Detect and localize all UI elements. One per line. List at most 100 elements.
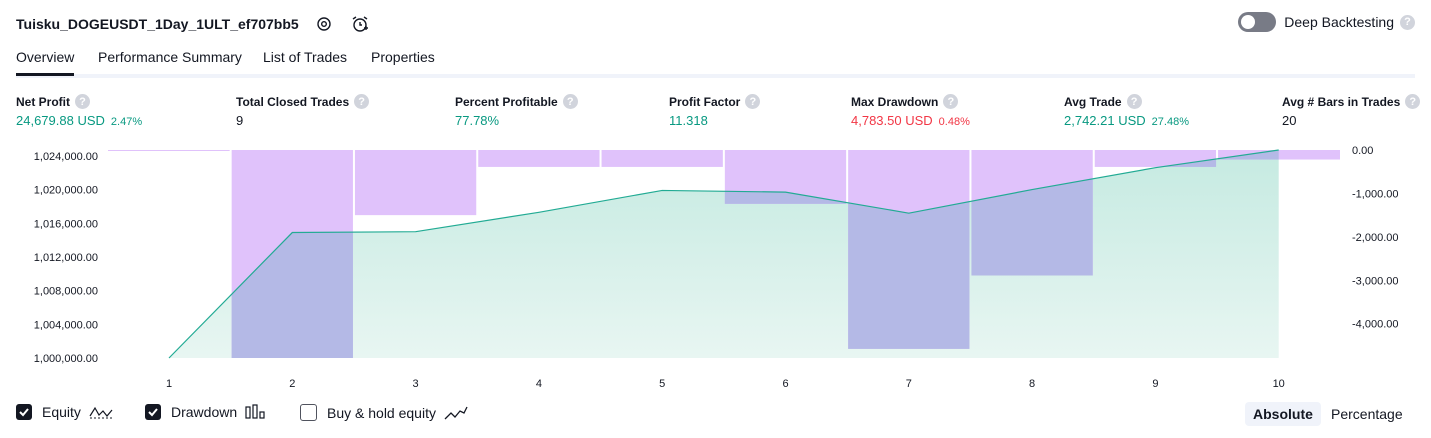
left-axis-tick: 1,012,000.00 — [34, 252, 98, 264]
metric-label-text: Profit Factor — [669, 94, 741, 109]
strategy-title: Tuisku_DOGEUSDT_1Day_1ULT_ef707bb5 — [16, 16, 299, 32]
metric-value: 11.318 — [669, 113, 760, 128]
help-icon[interactable]: ? — [1405, 94, 1421, 109]
metric-value: 4,783.50 USD 0.48% — [851, 113, 970, 128]
equity-checkbox[interactable] — [16, 404, 32, 420]
help-icon[interactable]: ? — [1400, 14, 1415, 30]
help-icon[interactable]: ? — [943, 94, 959, 109]
metric-value-text: 9 — [236, 113, 244, 128]
metric-value-text: 4,783.50 USD — [851, 113, 933, 128]
drawdown-bar — [354, 150, 477, 216]
metric-value: 2,742.21 USD 27.48% — [1064, 113, 1189, 128]
left-axis-tick: 1,004,000.00 — [34, 319, 98, 331]
metric-label: Avg Trade? — [1064, 94, 1189, 109]
metric-value-text: 77.78% — [455, 113, 500, 128]
left-axis-tick: 1,016,000.00 — [34, 218, 98, 230]
legend-equity[interactable]: Equity — [16, 404, 113, 420]
buy-hold-checkbox[interactable] — [300, 404, 317, 421]
alarm-add-icon[interactable] — [349, 13, 371, 35]
metric-label: Avg # Bars in Trades? — [1282, 94, 1421, 109]
percentage-toggle[interactable]: Percentage — [1331, 406, 1403, 422]
legend-buy-hold[interactable]: Buy & hold equity — [300, 404, 468, 421]
metric-label: Total Closed Trades? — [236, 94, 370, 109]
help-icon[interactable]: ? — [1126, 94, 1142, 109]
metric-profit-factor: Profit Factor? 11.318 — [669, 94, 761, 128]
right-axis-tick: -4,000.00 — [1352, 319, 1398, 331]
drawdown-bar — [1218, 150, 1340, 160]
x-axis-tick: 8 — [1029, 378, 1035, 390]
metric-label-text: Net Profit — [16, 94, 70, 109]
metric-value: 9 — [236, 113, 369, 128]
equity-drawdown-chart: 1,024,000.00 1,020,000.00 1,016,000.00 1,01… — [34, 145, 1399, 390]
metric-value-text: 20 — [1282, 113, 1297, 128]
drawdown-bar — [1094, 150, 1217, 167]
left-axis-tick: 1,000,000.00 — [34, 353, 98, 365]
metric-label-text: Max Drawdown — [851, 94, 939, 109]
equity-label: Equity — [42, 404, 81, 420]
tab-list-of-trades[interactable]: List of Trades — [263, 49, 348, 65]
metric-label: Percent Profitable? — [455, 94, 578, 109]
x-axis-tick: 1 — [166, 378, 172, 390]
x-axis-tick: 4 — [536, 378, 542, 390]
x-axis-tick: 2 — [289, 378, 295, 390]
help-icon[interactable]: ? — [75, 94, 90, 109]
left-axis-tick: 1,020,000.00 — [34, 185, 98, 197]
metric-label: Profit Factor? — [669, 94, 761, 109]
absolute-toggle[interactable]: Absolute — [1245, 402, 1321, 426]
metric-max-drawdown: Max Drawdown? 4,783.50 USD 0.48% — [851, 94, 970, 128]
metric-value-text: 24,679.88 USD — [16, 113, 105, 128]
metric-label-text: Total Closed Trades — [236, 94, 350, 109]
drawdown-bar — [478, 150, 600, 167]
equity-line — [168, 149, 1279, 359]
tab-overview[interactable]: Overview — [16, 49, 75, 76]
help-icon[interactable]: ? — [354, 94, 370, 109]
help-icon[interactable]: ? — [562, 94, 578, 109]
left-axis-tick: 1,024,000.00 — [34, 151, 98, 163]
metric-label-text: Avg Trade — [1064, 94, 1122, 109]
metric-label-text: Percent Profitable — [455, 94, 558, 109]
tab-bar: Overview Performance Summary List of Tra… — [16, 46, 1415, 78]
x-axis-tick: 10 — [1273, 378, 1285, 390]
metric-value: 24,679.88 USD 2.47% — [16, 113, 142, 128]
metric-total-closed-trades: Total Closed Trades? 9 — [236, 94, 370, 128]
metric-avg-trade: Avg Trade? 2,742.21 USD 27.48% — [1064, 94, 1189, 128]
deep-backtesting-toggle[interactable] — [1238, 12, 1277, 32]
metric-label: Max Drawdown? — [851, 94, 970, 109]
right-axis-tick: -1,000.00 — [1352, 188, 1398, 200]
drawdown-bars-icon — [245, 404, 267, 420]
drawdown-label: Drawdown — [171, 404, 238, 420]
metric-label-text: Avg # Bars in Trades — [1282, 94, 1401, 109]
tab-properties[interactable]: Properties — [371, 49, 435, 65]
help-icon[interactable]: ? — [745, 94, 761, 109]
metric-percent: 0.48% — [938, 116, 970, 128]
deep-backtesting-label: Deep Backtesting — [1284, 14, 1394, 30]
buy-hold-line-icon — [444, 405, 468, 421]
deep-backtesting: Deep Backtesting ? — [1238, 12, 1415, 32]
legend-drawdown[interactable]: Drawdown — [145, 404, 267, 420]
right-axis-tick: -3,000.00 — [1352, 275, 1398, 287]
metric-percent: 27.48% — [1151, 116, 1189, 128]
metric-value-text: 2,742.21 USD — [1064, 113, 1146, 128]
right-axis-tick: -2,000.00 — [1352, 232, 1398, 244]
metric-net-profit: Net Profit? 24,679.88 USD 2.47% — [16, 94, 142, 128]
buy-hold-label: Buy & hold equity — [327, 404, 436, 421]
x-axis-tick: 5 — [659, 378, 665, 390]
metric-value: 77.78% — [455, 113, 578, 128]
strategy-header: Tuisku_DOGEUSDT_1Day_1ULT_ef707bb5 — [16, 10, 371, 38]
x-axis-tick: 3 — [413, 378, 419, 390]
drawdown-bar — [108, 150, 230, 151]
x-axis-tick: 7 — [906, 378, 912, 390]
drawdown-checkbox[interactable] — [145, 404, 161, 420]
metric-value: 20 — [1282, 113, 1420, 128]
metric-avg-bars-in-trades: Avg # Bars in Trades? 20 — [1282, 94, 1421, 128]
metric-label: Net Profit? — [16, 94, 142, 109]
metric-percent-profitable: Percent Profitable? 77.78% — [455, 94, 578, 128]
drawdown-bar — [601, 150, 723, 167]
metric-percent: 2.47% — [110, 116, 143, 128]
metric-value-text: 11.318 — [669, 113, 708, 128]
x-axis-tick: 6 — [782, 378, 788, 390]
tab-performance-summary[interactable]: Performance Summary — [98, 49, 242, 65]
settings-icon[interactable] — [313, 13, 335, 35]
left-axis-tick: 1,008,000.00 — [34, 286, 98, 298]
x-axis-tick: 9 — [1152, 378, 1158, 390]
